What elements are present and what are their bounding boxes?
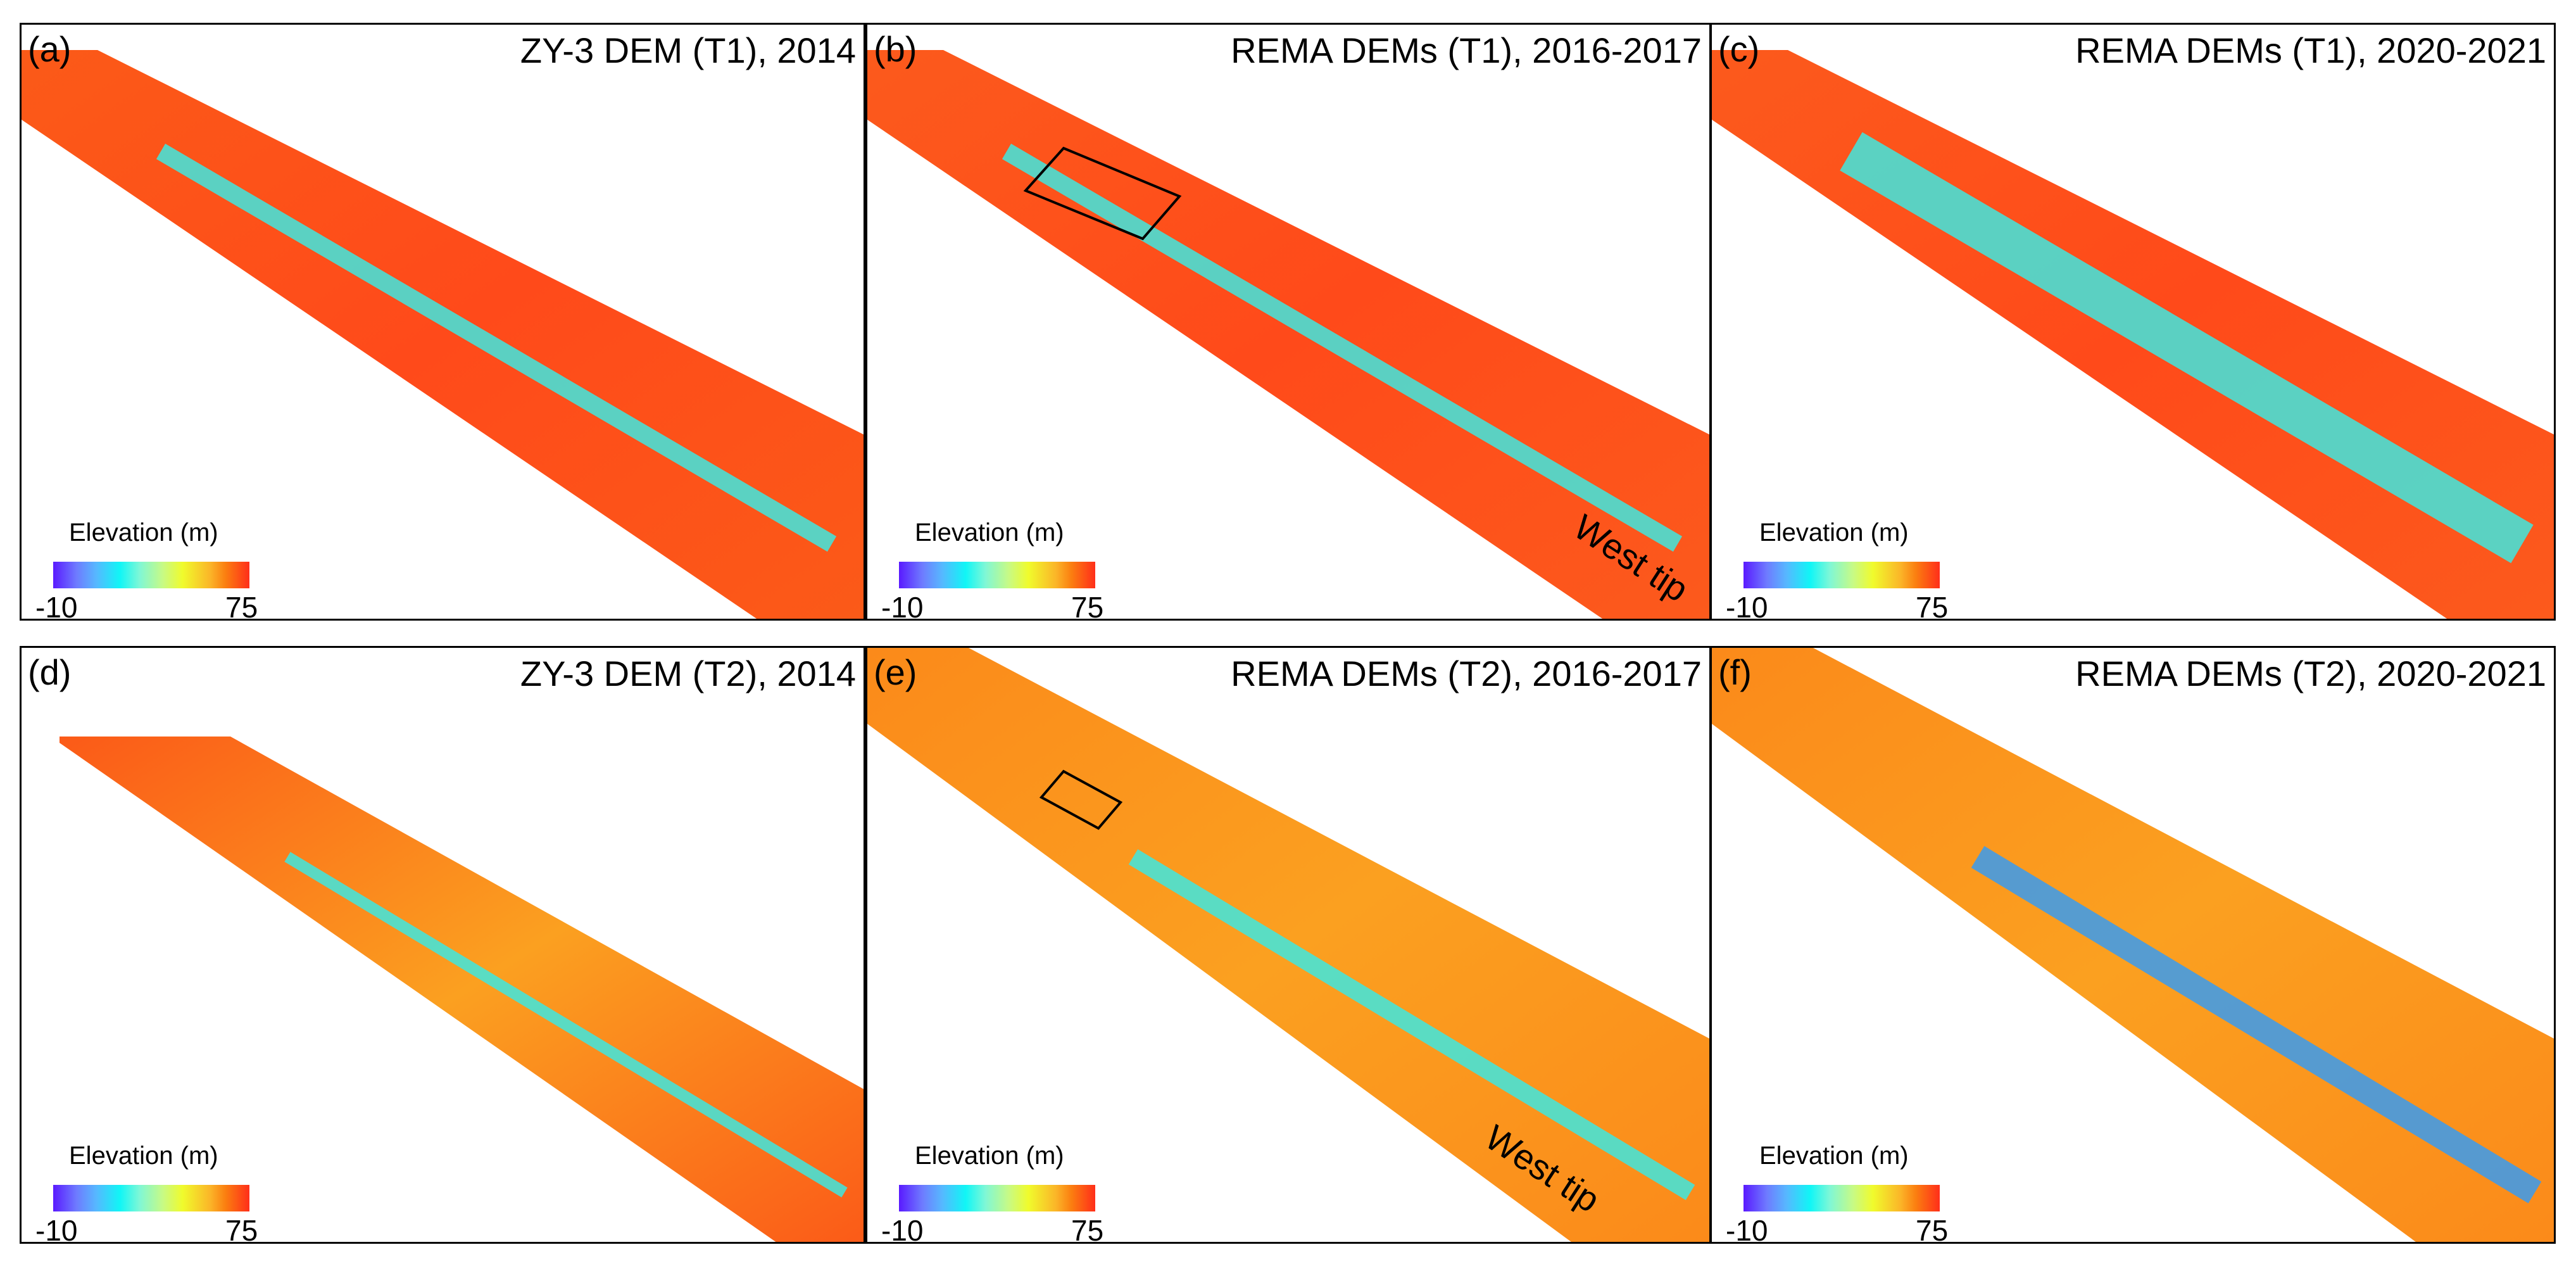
panel-title: ZY-3 DEM (T1), 2014 <box>520 30 856 70</box>
colorbar-label: Elevation (m) <box>69 519 218 547</box>
colorbar-max: 75 <box>1071 1214 1104 1244</box>
panel-letter: (c) <box>1718 29 1760 69</box>
colorbar-label: Elevation (m) <box>69 1142 218 1170</box>
dem-render <box>22 50 864 619</box>
colorbar-min: -10 <box>881 591 924 621</box>
panel-letter: (a) <box>28 29 72 69</box>
colorbar-min: -10 <box>35 1214 78 1244</box>
colorbar-max: 75 <box>225 1214 258 1244</box>
colorbar-max: 75 <box>1071 591 1104 621</box>
panel-title: ZY-3 DEM (T2), 2014 <box>520 654 856 693</box>
colorbar-label: Elevation (m) <box>915 1142 1064 1170</box>
colorbar-min: -10 <box>35 591 78 621</box>
colorbar-label: Elevation (m) <box>1759 519 1909 547</box>
rift-channel <box>1840 132 2534 564</box>
colorbar <box>53 562 249 588</box>
zoom-box <box>1023 146 1182 241</box>
rift-channel <box>1971 845 2542 1204</box>
rift-channel <box>1128 849 1695 1200</box>
colorbar <box>53 1185 249 1211</box>
colorbar-min: -10 <box>1726 1214 1768 1244</box>
panel-letter: (e) <box>874 652 917 692</box>
colorbar <box>899 562 1095 588</box>
colorbar <box>899 1185 1095 1211</box>
colorbar-max: 75 <box>1916 1214 1949 1244</box>
panel-f: (f) REMA DEMs (T2), 2020-2021 Elevation (m… <box>1710 646 2556 1244</box>
colorbar-label: Elevation (m) <box>915 519 1064 547</box>
dem-render <box>60 737 864 1242</box>
dem-render <box>867 50 1709 619</box>
panel-e: (e) REMA DEMs (T2), 2016-2017 Elevation (m… <box>865 646 1711 1244</box>
dem-render <box>1712 648 2554 1242</box>
panel-title: REMA DEMs (T2), 2020-2021 <box>2075 654 2546 693</box>
zoom-box <box>1039 769 1123 830</box>
panel-d: (d) ZY-3 DEM (T2), 2014 Elevation (m) -10 75 <box>20 646 865 1244</box>
colorbar-min: -10 <box>1726 591 1768 621</box>
panel-c: (c) REMA DEMs (T1), 2020-2021 Elevation (m… <box>1710 23 2556 621</box>
panel-title: REMA DEMs (T1), 2020-2021 <box>2075 30 2546 70</box>
dem-render <box>1712 50 2554 619</box>
panel-b: (b) REMA DEMs (T1), 2016-2017 Elevation (m… <box>865 23 1711 621</box>
colorbar <box>1744 562 1940 588</box>
panel-title: REMA DEMs (T1), 2016-2017 <box>1231 30 1702 70</box>
panel-letter: (f) <box>1718 652 1752 692</box>
panel-letter: (d) <box>28 652 72 692</box>
colorbar-label: Elevation (m) <box>1759 1142 1909 1170</box>
rift-channel <box>1002 143 1683 552</box>
panel-title: REMA DEMs (T2), 2016-2017 <box>1231 654 1702 693</box>
rift-channel <box>284 852 848 1198</box>
dem-surface <box>60 737 864 1242</box>
dem-render <box>867 648 1709 1242</box>
panel-letter: (b) <box>874 29 917 69</box>
colorbar <box>1744 1185 1940 1211</box>
colorbar-max: 75 <box>225 591 258 621</box>
colorbar-max: 75 <box>1916 591 1949 621</box>
rift-channel <box>156 143 837 552</box>
panel-a: (a) ZY-3 DEM (T1), 2014 Elevation (m) -10 75 <box>20 23 865 621</box>
colorbar-min: -10 <box>881 1214 924 1244</box>
